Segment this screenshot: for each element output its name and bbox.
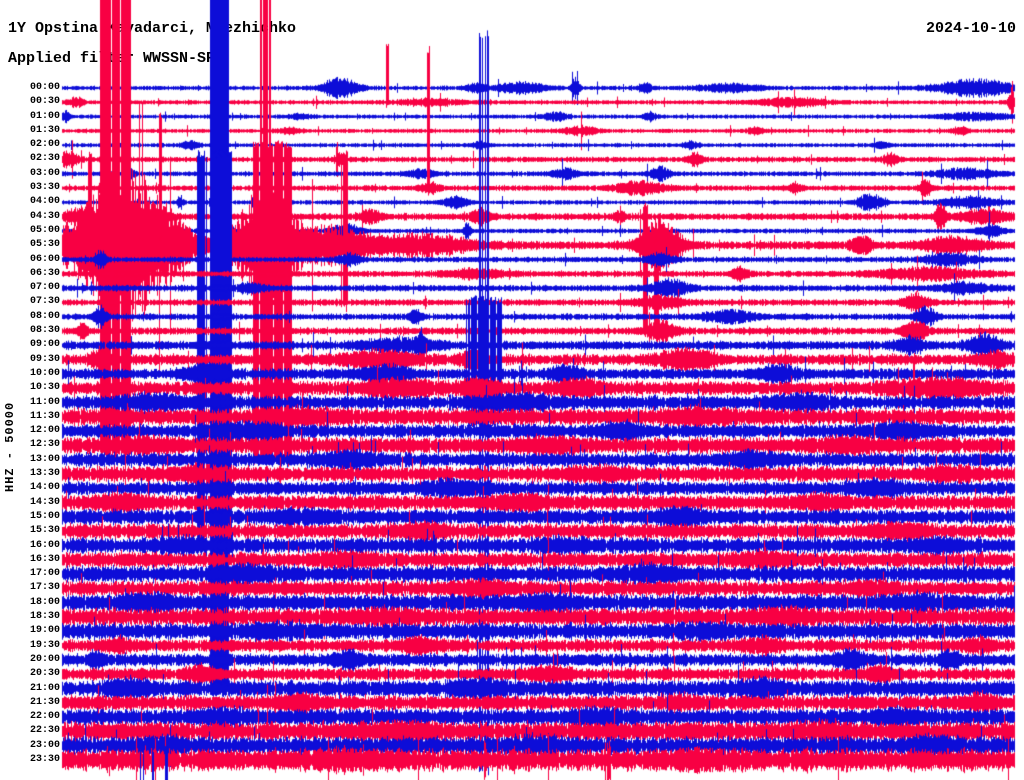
helicorder-page: 1Y Opstina Kavadarci, Mrezhichko 2024-10… (0, 0, 1024, 780)
helicorder-canvas (0, 0, 1024, 780)
